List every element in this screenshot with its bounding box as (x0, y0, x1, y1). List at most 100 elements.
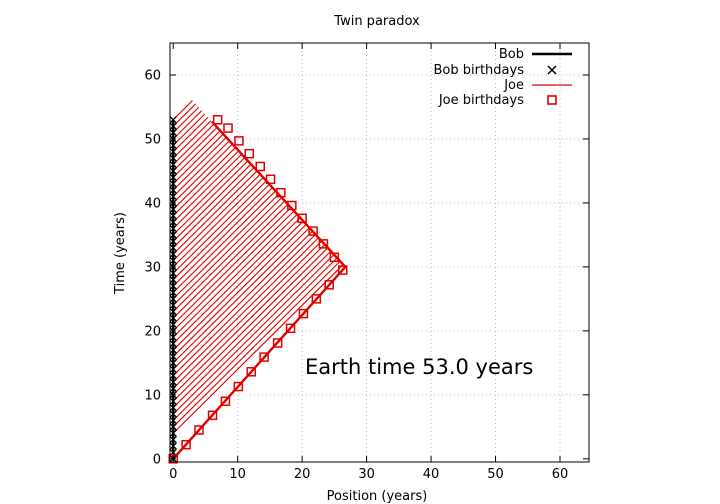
bob-birthday-marker (169, 288, 177, 297)
bob-birthday-marker (169, 244, 177, 252)
plot-frame (169, 42, 590, 463)
bob-birthday-marker (169, 186, 177, 194)
light-signal-line (172, 217, 301, 345)
light-signal-line (172, 247, 329, 402)
light-signal-line (172, 230, 313, 370)
bob-birthday-marker (169, 141, 177, 150)
legend-swatch-bob-birthdays (547, 65, 557, 75)
light-signal-line (172, 157, 246, 229)
joe-birthday-marker (298, 308, 309, 319)
y-tick-label: 20 (144, 324, 161, 339)
light-signal-line (172, 130, 221, 178)
bob-birthday-marker (169, 435, 177, 444)
joe-birthday-marker (297, 213, 307, 224)
light-signal-line (172, 193, 280, 300)
light-signal-line (172, 120, 212, 159)
joe-birthday-marker (220, 396, 231, 406)
light-signal-line (172, 147, 236, 210)
light-signal-line (172, 227, 310, 364)
y-tick-label: 40 (144, 196, 161, 211)
bob-birthday-marker (169, 154, 177, 162)
bob-birthday-marker (169, 116, 177, 124)
bob-birthday-marker (169, 276, 177, 284)
joe-birthday-marker (181, 439, 191, 450)
bob-birthday-marker (169, 365, 177, 373)
bob-birthday-marker (169, 269, 177, 277)
bob-birthday-marker (169, 205, 177, 213)
light-signal-line (172, 264, 344, 434)
bob-birthday-marker (169, 423, 177, 431)
bob-birthday-marker (169, 308, 177, 316)
legend-swatch-joe-birthdays (547, 95, 557, 105)
bob-birthday-marker (169, 378, 177, 386)
joe-birthday-marker (233, 381, 244, 392)
light-signal-line (172, 250, 332, 409)
joe-birthday-marker (265, 174, 276, 185)
bob-birthday-marker (169, 167, 177, 175)
bob-birthday-marker (169, 384, 177, 393)
joe-birthday-marker (287, 200, 297, 211)
joe-birthday-marker (259, 352, 269, 362)
light-signal-line (172, 170, 258, 255)
legend-label-bob: Bob (499, 47, 524, 62)
x-tick-label: 20 (294, 467, 311, 482)
light-signal-line (172, 240, 323, 389)
light-signal-line (172, 180, 267, 274)
legend-label-bob-birthdays: Bob birthdays (434, 63, 525, 78)
joe-birthday-marker (255, 161, 265, 172)
light-signal-line (172, 203, 289, 319)
light-signal-line (172, 103, 196, 127)
legend: Bob Bob birthdays Joe Joe birthdays (434, 47, 572, 108)
light-signal-line (172, 123, 215, 165)
x-tick-label: 60 (552, 467, 569, 482)
joe-birthday-marker (194, 425, 204, 435)
bob-birthday-marker (169, 212, 177, 220)
light-signal-line (172, 133, 224, 185)
bob-birthday-marker (169, 416, 177, 425)
y-tick-label: 0 (153, 452, 161, 467)
joe-birthday-marker (318, 239, 329, 249)
bob-birthday-marker (169, 250, 177, 258)
bob-birthday-marker (169, 218, 177, 226)
bob-birthday-marker (169, 333, 177, 341)
light-signal-line (172, 244, 326, 396)
joe-birthday-marker (223, 123, 233, 133)
light-signal-line (172, 213, 298, 338)
light-signal-line (172, 153, 243, 223)
bob-birthday-marker (169, 429, 177, 437)
light-signal-line (172, 260, 341, 428)
light-signal-line (172, 183, 270, 281)
joe-birthday-marker (246, 367, 256, 377)
light-signal-line (172, 254, 335, 415)
axis-ticks: 0 10 20 30 40 50 60 0 10 20 30 40 50 60 (144, 43, 589, 482)
light-signal-line (172, 116, 209, 153)
bob-birthday-marker (169, 231, 177, 239)
light-signal-line (172, 187, 273, 287)
light-signal-line (172, 257, 338, 421)
x-tick-label: 10 (229, 467, 246, 482)
light-signal-line (172, 140, 230, 197)
x-axis-label: Position (years) (327, 489, 428, 504)
bob-birthday-marker (169, 122, 177, 130)
joe-birthday-marker (244, 148, 255, 159)
joe-birthday-marker (311, 294, 322, 304)
joe-birthday-marker (308, 226, 318, 236)
joe-birthday-marker (234, 136, 244, 146)
light-signal-line (172, 177, 264, 268)
x-tick-label: 30 (358, 467, 375, 482)
bob-birthday-marker (169, 128, 177, 137)
light-signal-line (172, 126, 218, 172)
legend-label-joe: Joe (503, 78, 524, 93)
light-signal-lines (172, 100, 344, 434)
joe-birthday-marker (338, 265, 348, 275)
light-signal-line (172, 234, 316, 377)
bob-birthday-marker (169, 282, 177, 290)
light-signal-line (172, 100, 193, 121)
joe-birthday-marker (276, 187, 286, 198)
bob-birthday-marker (169, 224, 177, 233)
light-signal-line (172, 160, 249, 236)
light-signal-line (172, 224, 307, 357)
joe-birthday-marker (272, 338, 283, 348)
y-tick-label: 60 (144, 68, 161, 83)
bob-birthday-marker (169, 160, 177, 169)
